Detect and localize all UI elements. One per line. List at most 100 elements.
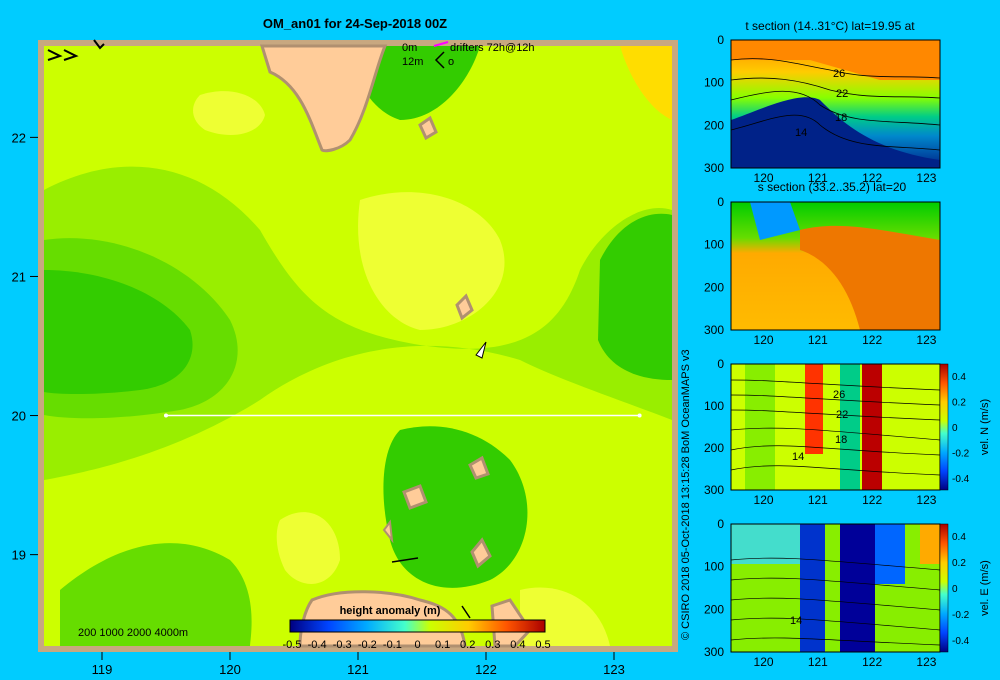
ve-band-surface [731,524,801,564]
colorbar-tick-label: -0.2 [358,639,377,651]
colorbar-tick-label: 0.5 [535,639,550,651]
colorbar-tick-label: 0.3 [485,639,500,651]
map-y-tick-label: 21 [12,269,26,284]
land-island-4 [468,455,490,480]
colorbar-ticks: -0.5 -0.4 -0.3 -0.2 -0.1 0 0.1 0.2 0.3 0.4 0.5 [283,639,551,651]
ve-x-tick-label: 123 [916,655,936,669]
section-end-marker [637,413,642,418]
t-contour-label-26: 26 [833,68,845,80]
t-section-panel: t section (14..31°C) lat=19.95 at 26 22 … [730,19,941,169]
section-start-marker [164,413,168,418]
colorbar-tick-label: 0.4 [510,639,525,651]
drifter-legend-arrow [434,51,445,69]
t-contour-label-22: 22 [836,88,848,100]
land-island-5 [402,484,428,510]
map-x-tick-label: 121 [347,662,369,677]
t-section-frame [730,39,941,169]
map-x-tick-label: 119 [92,662,113,677]
s-y-tick-label: 300 [704,323,724,337]
section-axes: 120 121 122 123 0 100 200 300 120 121 122 123 0 100 20… [704,33,970,669]
s-y-tick-label: 200 [704,280,724,294]
ve-colorbar [939,523,949,653]
map-x-tick-label: 122 [475,662,497,677]
vn-contour-label-18: 18 [835,434,847,446]
field-north-low [350,46,480,120]
vn-contour-label-14: 14 [792,451,804,463]
vn-colorbar-tick-label: 0.4 [952,372,966,383]
t-y-tick-label: 0 [717,33,724,47]
s-y-tick-label: 100 [704,238,724,252]
ve-x-tick-label: 122 [862,655,882,669]
vn-colorbar [939,363,949,491]
colorbar-tick-label: -0.1 [383,639,402,651]
colorbar-tick-label: 0.2 [460,639,475,651]
drifter-legend-track [433,41,449,47]
ve-colorbar-label: vel. E (m/s) [979,560,991,616]
vn-colorbar-tick-label: 0 [952,423,958,434]
ve-y-tick-label: 300 [704,645,724,659]
map-panel: 0m drifters 72h@12h 12m o 200 1000 2000 … [12,39,678,677]
land-island-1 [418,115,438,141]
vn-colorbar-tick-label: -0.2 [952,449,970,460]
vn-colorbar-label: vel. N (m/s) [979,399,991,455]
t-y-tick-label: 300 [704,161,724,175]
colorbar-tick-label: -0.5 [283,639,302,651]
ve-x-tick-label: 121 [808,655,828,669]
vn-contour-label-26: 26 [833,389,845,401]
land-island-3 [475,341,487,359]
ve-x-tick-label: 120 [754,655,774,669]
ve-colorbar-tick-label: -0.2 [952,610,970,621]
field-west-core [44,270,193,395]
t-contour-label-14: 14 [795,127,807,139]
field-northeast-high [620,46,672,120]
vn-band-north-1 [805,364,823,454]
s-x-tick-label: 120 [754,333,774,347]
drifter-legend-label: drifters 72h@12h [450,42,535,54]
field-southwest-low [60,543,252,646]
t-x-tick-label: 121 [808,171,828,185]
s-section-title: s section (33.2..35.2) lat=20 [758,180,907,194]
field-north-high [193,91,265,135]
field-center-high [358,192,505,330]
t-section-title: t section (14..31°C) lat=19.95 at [745,19,915,33]
vn-band-1 [745,364,775,490]
credit-text: © CSIRO 2018 05-Oct-2018 13:15:28 BoM Oc… [680,349,692,640]
ve-section-contours [730,557,941,646]
field-island-low [383,426,528,588]
land-island-6 [470,537,492,569]
ve-band-east [920,524,940,564]
colorbar-tick-label: -0.4 [308,639,327,651]
ve-band-west-1 [800,524,825,652]
vn-x-tick-label: 120 [754,493,774,507]
t-contour-label-18: 18 [835,112,847,124]
s-section-saline [800,225,940,330]
land-island-7 [382,519,394,544]
ve-colorbar-tick-label: 0.2 [952,558,966,569]
s-y-tick-label: 0 [717,195,724,209]
vn-section-panel: 26 22 18 14 vel. N (m/s) [730,363,991,491]
t-y-tick-label: 200 [704,118,724,132]
vn-colorbar-tick-label: 0.2 [952,398,966,409]
s-section-frame [730,201,941,331]
ve-y-tick-label: 0 [717,517,724,531]
vn-y-tick-label: 100 [704,399,724,413]
land-taiwan [259,44,388,153]
map-y-tick-label: 20 [12,409,26,424]
field-south-high [276,512,340,584]
vn-x-tick-label: 122 [862,493,882,507]
colorbar-tick-label: -0.3 [333,639,352,651]
s-x-tick-label: 122 [862,333,882,347]
ve-colorbar-tick-label: -0.4 [952,636,970,647]
vn-contour-label-22: 22 [836,409,848,421]
ve-band-west-2 [840,524,875,652]
drifter-arrows [47,39,105,61]
colorbar-label: height anomaly (m) [340,605,441,617]
t-section-warm [731,40,940,80]
vn-band-north-2 [862,364,882,490]
s-x-tick-label: 123 [916,333,936,347]
colorbar-tick-label: 0.1 [435,639,450,651]
ve-contour-label-14: 14 [790,615,802,627]
field-east-low [598,213,672,380]
ve-section-panel: 14 vel. E (m/s) [730,523,991,653]
